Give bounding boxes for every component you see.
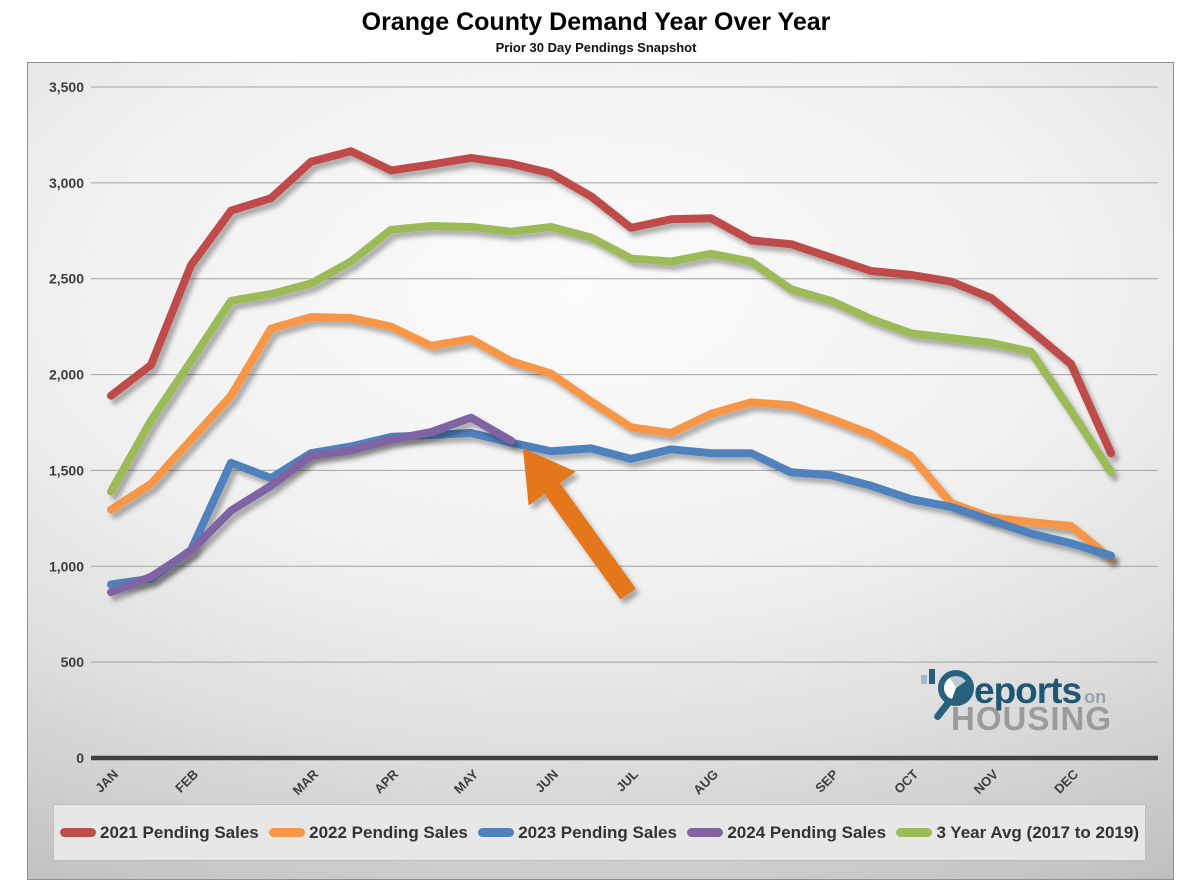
legend-marker-icon xyxy=(478,828,515,837)
legend-marker-icon xyxy=(269,828,306,837)
series-line-2023-pending-sales xyxy=(107,429,1115,589)
logo-reports-text: eports xyxy=(974,670,1082,712)
x-axis-month-label: JAN xyxy=(92,767,121,796)
y-axis-tick-label: 1,500 xyxy=(49,462,84,478)
legend-marker-icon xyxy=(687,828,724,837)
legend-label: 2021 Pending Sales xyxy=(100,822,259,842)
legend-label: 2024 Pending Sales xyxy=(727,822,887,842)
y-axis-tick-label: 1,000 xyxy=(49,558,84,574)
legend-item-2022-pending-sales: 2022 Pending Sales xyxy=(269,823,468,843)
x-axis-month-label: DEC xyxy=(1051,766,1081,796)
x-axis-month-label: AUG xyxy=(690,767,721,798)
legend-marker-icon xyxy=(60,828,96,837)
series-line-2022-pending-sales xyxy=(107,313,1115,563)
series-line-3-year-avg-2017-to-2019- xyxy=(107,222,1115,496)
logo-housing-text: HOUSING xyxy=(951,700,1113,737)
logo-bar-chart-icon xyxy=(921,669,937,684)
x-axis-month-label: MAY xyxy=(451,766,481,796)
legend-item-3-year-avg-2017-to-2019-: 3 Year Avg (2017 to 2019) xyxy=(896,823,1139,843)
y-axis-tick-label: 0 xyxy=(76,750,84,766)
chart-area: 0 500 1,000 1,500 2,000 2,500 3,000 3,500 JAN FEB… xyxy=(27,62,1174,880)
series-line-2024-pending-sales xyxy=(107,413,515,597)
x-axis-month-label: MAR xyxy=(290,766,322,798)
y-axis-tick-label: 500 xyxy=(61,654,85,670)
line-chart: 0 500 1,000 1,500 2,000 2,500 3,000 3,500 JAN FEB… xyxy=(49,79,1158,798)
logo-magnifier-pie-r-icon xyxy=(932,670,974,722)
x-axis-month-label: APR xyxy=(371,766,401,796)
x-axis-month-label: JUL xyxy=(613,766,641,794)
x-axis-month-label: JUN xyxy=(532,767,561,796)
page-subtitle: Prior 30 Day Pendings Snapshot xyxy=(495,40,697,55)
legend-label: 2022 Pending Sales xyxy=(309,822,468,842)
y-axis-tick-label: 2,500 xyxy=(49,271,84,287)
legend-item-2024-pending-sales: 2024 Pending Sales xyxy=(687,823,886,843)
y-axis-tick-label: 3,500 xyxy=(49,79,84,95)
reports-on-housing-logo: eports on HOUSING xyxy=(921,669,1161,735)
series-line-2021-pending-sales xyxy=(107,147,1115,458)
chart-legend: 2021 Pending Sales 2022 Pending Sales 2023… xyxy=(53,804,1146,861)
y-axis-tick-label: 3,000 xyxy=(49,175,84,191)
legend-label: 2023 Pending Sales xyxy=(518,822,677,842)
logo-on-text: on xyxy=(1084,686,1107,707)
x-axis-month-label: OCT xyxy=(891,766,921,796)
page-title: Orange County Demand Year Over Year xyxy=(361,8,831,36)
x-axis-month-label: FEB xyxy=(172,767,201,796)
annotation-arrow-icon xyxy=(523,448,636,600)
x-axis-month-label: NOV xyxy=(971,766,1002,797)
legend-item-2021-pending-sales: 2021 Pending Sales xyxy=(60,823,259,843)
legend-item-2023-pending-sales: 2023 Pending Sales xyxy=(478,823,677,843)
x-axis-month-label: SEP xyxy=(812,766,841,795)
legend-marker-icon xyxy=(896,828,933,837)
legend-label: 3 Year Avg (2017 to 2019) xyxy=(936,822,1139,842)
y-axis-tick-label: 2,000 xyxy=(49,367,84,383)
